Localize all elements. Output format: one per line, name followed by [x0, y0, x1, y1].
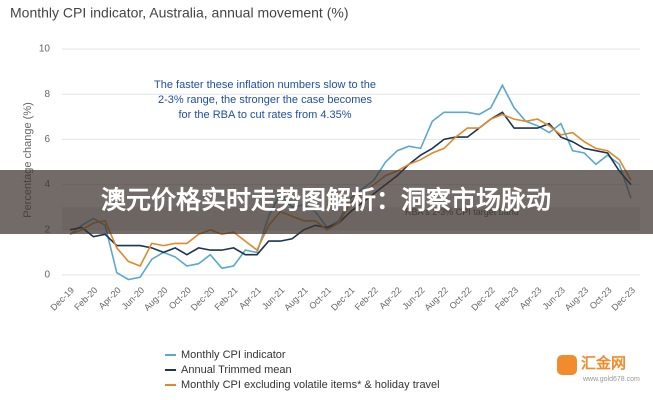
y-tick-label: 6	[44, 134, 50, 145]
legend-label: Monthly CPI indicator	[181, 349, 286, 361]
annotation: 2-3% range, the stronger the case become…	[158, 94, 373, 106]
y-tick-label: 0	[44, 270, 50, 281]
watermark-name: 汇金网	[581, 354, 626, 372]
legend-label: Annual Trimmed mean	[181, 364, 292, 376]
banner-text: 澳元价格实时走势图解析：洞察市场脉动	[101, 186, 551, 215]
y-tick-label: 10	[39, 44, 51, 55]
watermark-url: www.gold678.com	[582, 376, 640, 383]
watermark-logo	[557, 355, 577, 375]
banner-band	[0, 170, 653, 234]
y-tick-label: 8	[44, 89, 50, 100]
annotation: for the RBA to cut rates from 4.35%	[178, 109, 351, 121]
legend-label: Monthly CPI excluding volatile items* & …	[181, 379, 440, 391]
annotation: The faster these inflation numbers slow …	[154, 79, 376, 91]
chart-title: Monthly CPI indicator, Australia, annual…	[10, 5, 349, 21]
